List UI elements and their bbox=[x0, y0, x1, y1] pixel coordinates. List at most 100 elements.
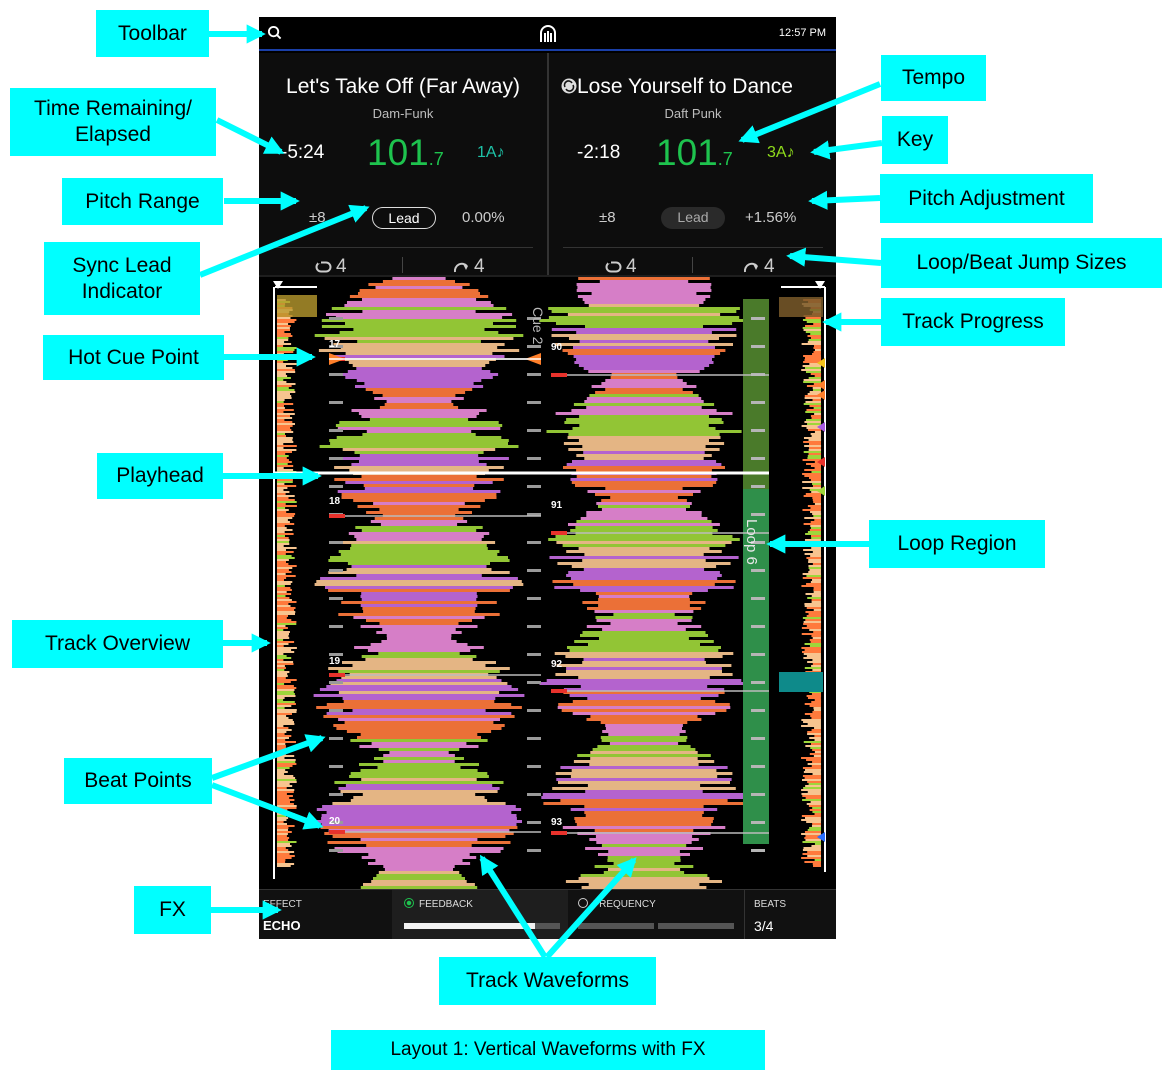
waveform-slice bbox=[601, 508, 686, 511]
overview-slice bbox=[277, 493, 286, 495]
waveform-slice bbox=[571, 769, 717, 772]
frequency-text: FREQUENCY bbox=[593, 899, 656, 910]
waveform-slice bbox=[605, 724, 683, 727]
overview-slice bbox=[810, 715, 821, 717]
engine-logo-icon[interactable] bbox=[539, 24, 557, 44]
feedback-param[interactable]: FEEDBACK bbox=[392, 890, 568, 939]
waveform-slice bbox=[366, 430, 472, 433]
overview-slice bbox=[277, 849, 289, 851]
overview-slice bbox=[804, 837, 822, 839]
tempo-display[interactable]: 101.7 bbox=[367, 132, 444, 174]
beat-jump-size[interactable]: 4 bbox=[743, 256, 775, 278]
feedback-label: FEEDBACK bbox=[404, 898, 473, 910]
overview-slice bbox=[277, 761, 296, 763]
beat-tick bbox=[527, 737, 541, 740]
deck-right[interactable]: Lose Yourself to Dance Daft Punk -2:18 1… bbox=[549, 53, 836, 278]
overview-cue-block bbox=[277, 295, 317, 317]
waveform-slice bbox=[374, 517, 464, 520]
overview-slice bbox=[277, 465, 294, 467]
tempo-display[interactable]: 101.7 bbox=[656, 132, 733, 174]
overview-slice bbox=[277, 695, 296, 697]
pitch-adjustment: +1.56% bbox=[745, 209, 797, 226]
divider bbox=[563, 247, 823, 248]
overview-slice bbox=[277, 863, 295, 865]
time-remaining[interactable]: -2:18 bbox=[577, 142, 621, 163]
overview-slice bbox=[814, 699, 822, 701]
hot-cue-point[interactable] bbox=[329, 353, 541, 365]
waveform-slice bbox=[600, 736, 688, 739]
waveform-slice bbox=[340, 553, 498, 556]
overview-slice bbox=[277, 335, 293, 337]
waveform-slice bbox=[588, 304, 700, 307]
overview-slice bbox=[803, 741, 821, 743]
overview-slice bbox=[277, 455, 289, 457]
sync-icon[interactable] bbox=[561, 78, 577, 94]
overview-slice bbox=[277, 671, 290, 673]
frequency-slider-b[interactable] bbox=[658, 923, 734, 929]
waveform-slice bbox=[576, 520, 712, 523]
waveform-slice bbox=[352, 709, 486, 712]
overview-slice bbox=[807, 763, 822, 765]
overview-slice bbox=[809, 405, 821, 407]
overview-slice bbox=[277, 559, 289, 561]
overview-slice bbox=[277, 697, 285, 699]
sync-lead-indicator[interactable]: Lead bbox=[372, 207, 436, 229]
deck-left[interactable]: Let's Take Off (Far Away) Dam-Funk -5:24… bbox=[259, 53, 547, 278]
key-display[interactable]: 3A♪ bbox=[767, 144, 795, 161]
overview-slice bbox=[806, 575, 822, 577]
waveform-slice bbox=[610, 376, 678, 379]
overview-slice bbox=[802, 319, 821, 321]
waveform-slice bbox=[347, 301, 491, 304]
sync-lead-indicator[interactable]: Lead bbox=[661, 207, 725, 229]
beats-param[interactable]: BEATS 3/4 bbox=[744, 890, 836, 939]
beat-tick bbox=[527, 653, 541, 656]
track-overview-left[interactable] bbox=[273, 281, 317, 879]
waveform-slice bbox=[539, 319, 749, 322]
search-icon[interactable] bbox=[267, 25, 282, 40]
waveform-slice bbox=[580, 874, 708, 877]
waveform-slice bbox=[558, 703, 730, 706]
pitch-range[interactable]: ±8 bbox=[309, 209, 326, 226]
track-artist: Daft Punk bbox=[664, 106, 722, 121]
overview-slice bbox=[805, 769, 822, 771]
waveform-slice bbox=[371, 880, 467, 883]
waveform-area[interactable]: Cue 2 Loop 6 17 18 19 20 90 91 92 93 bbox=[259, 277, 836, 889]
waveform-slice bbox=[332, 835, 506, 838]
pitch-range[interactable]: ±8 bbox=[599, 209, 616, 226]
overview-slice bbox=[813, 347, 821, 349]
overview-slice bbox=[277, 795, 293, 797]
waveform-slice bbox=[353, 499, 485, 502]
overview-slice bbox=[803, 523, 822, 525]
overview-slice bbox=[277, 739, 286, 741]
waveform-slice bbox=[588, 643, 700, 646]
effect-select[interactable]: EFFECT ECHO bbox=[259, 890, 392, 939]
overview-slice bbox=[277, 699, 284, 701]
overview-slice bbox=[277, 397, 292, 399]
overview-slice bbox=[277, 429, 292, 431]
track-waveform-left[interactable] bbox=[313, 277, 525, 889]
waveform-slice bbox=[566, 574, 722, 577]
waveform-slice bbox=[566, 667, 722, 670]
frequency-param[interactable]: FREQUENCY bbox=[568, 890, 744, 939]
overview-slice bbox=[277, 619, 292, 621]
overview-slice bbox=[810, 479, 821, 481]
beat-tick bbox=[329, 821, 343, 824]
waveform-slice bbox=[576, 289, 712, 292]
track-waveform-right[interactable] bbox=[539, 277, 749, 889]
track-overview-right[interactable] bbox=[779, 281, 826, 872]
overview-slice bbox=[277, 551, 294, 553]
loop-size[interactable]: 4 bbox=[605, 256, 637, 278]
overview-slice bbox=[277, 525, 285, 527]
time-remaining[interactable]: -5:24 bbox=[281, 142, 325, 163]
overview-slice bbox=[277, 321, 295, 323]
beat-jump-size[interactable]: 4 bbox=[453, 256, 485, 278]
overview-slice bbox=[277, 449, 297, 451]
key-display[interactable]: 1A♪ bbox=[477, 144, 505, 161]
overview-slice bbox=[802, 473, 821, 475]
overview-slice bbox=[277, 555, 292, 557]
waveform-slice bbox=[605, 388, 683, 391]
frequency-slider-a[interactable] bbox=[578, 923, 654, 929]
feedback-slider-track[interactable] bbox=[404, 923, 560, 929]
waveform-slice bbox=[363, 883, 475, 886]
overview-slice bbox=[277, 607, 296, 609]
